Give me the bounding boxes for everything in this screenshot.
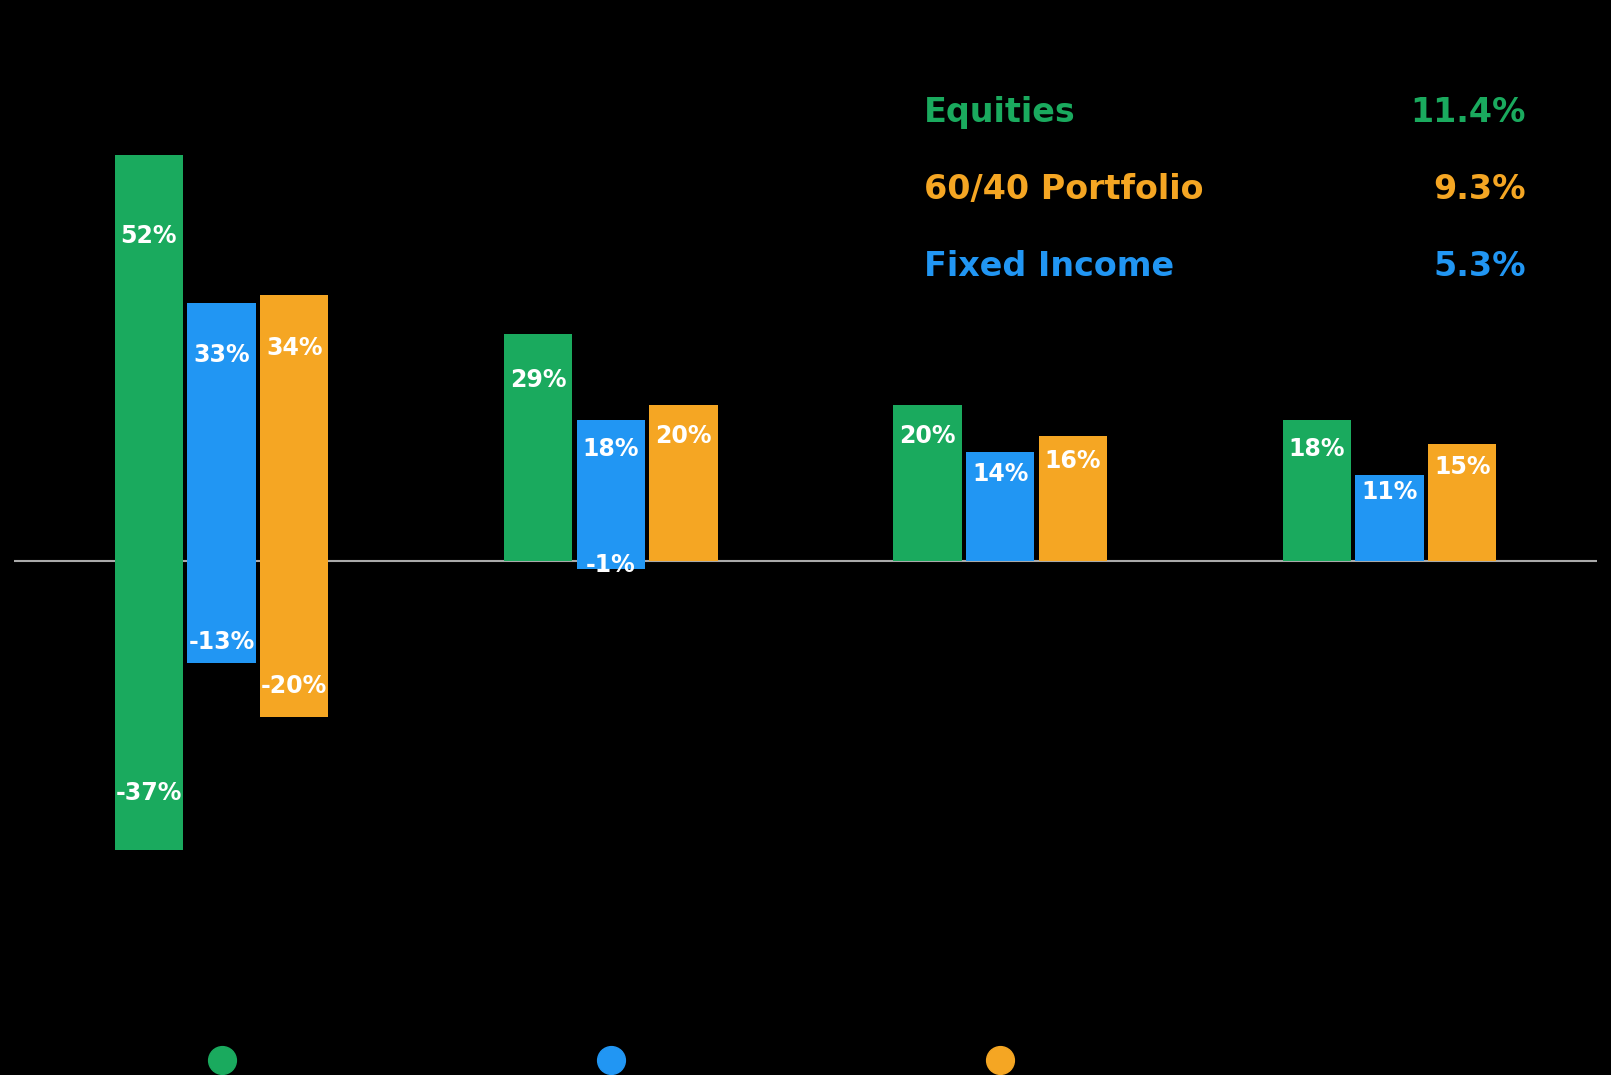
Bar (894, 405, 962, 561)
Text: 16%: 16% (1044, 449, 1100, 473)
Text: -37%: -37% (116, 780, 182, 804)
Text: 14%: 14% (971, 461, 1028, 486)
Text: 20%: 20% (656, 424, 712, 448)
Bar (577, 561, 644, 569)
Bar (259, 296, 329, 561)
Text: 18%: 18% (583, 436, 640, 460)
Text: 18%: 18% (1289, 436, 1345, 460)
Text: 5.3%: 5.3% (1434, 249, 1526, 283)
Text: 11%: 11% (1361, 481, 1418, 504)
Text: 34%: 34% (266, 336, 322, 360)
Bar (649, 405, 717, 561)
Text: 20%: 20% (899, 424, 955, 448)
Text: 9.3%: 9.3% (1434, 173, 1526, 205)
Text: -13%: -13% (188, 630, 255, 655)
Bar (187, 303, 256, 561)
Bar (114, 561, 184, 850)
Text: 29%: 29% (511, 368, 567, 391)
Bar (1427, 444, 1497, 561)
Text: Fixed Income: Fixed Income (925, 249, 1174, 283)
Text: -1%: -1% (586, 553, 636, 577)
Bar (114, 155, 184, 561)
Text: 33%: 33% (193, 343, 250, 367)
Bar (504, 334, 572, 561)
Text: -20%: -20% (261, 674, 327, 699)
Text: Equities: Equities (925, 96, 1076, 129)
Text: 60/40 Portfolio: 60/40 Portfolio (925, 173, 1203, 205)
Text: 15%: 15% (1434, 456, 1490, 479)
Bar (967, 452, 1034, 561)
Bar (1039, 436, 1107, 561)
Bar (259, 561, 329, 717)
Bar (577, 420, 644, 561)
Bar (187, 561, 256, 663)
Text: 11.4%: 11.4% (1411, 96, 1526, 129)
Text: 52%: 52% (121, 224, 177, 248)
Bar (1355, 475, 1424, 561)
Bar (1282, 420, 1352, 561)
